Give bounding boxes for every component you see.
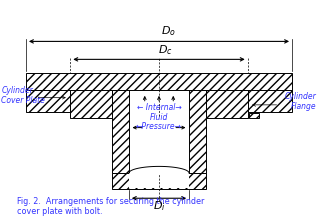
Text: $D_c$: $D_c$ bbox=[158, 43, 173, 57]
Bar bbox=[249, 113, 259, 118]
Text: $D_i$: $D_i$ bbox=[153, 199, 165, 213]
Bar bbox=[112, 90, 129, 173]
Text: ← Internal→: ← Internal→ bbox=[137, 103, 181, 112]
Text: Cylinder
Cover Plate: Cylinder Cover Plate bbox=[1, 86, 45, 105]
Bar bbox=[26, 73, 292, 90]
Bar bbox=[129, 90, 189, 173]
Bar bbox=[206, 90, 248, 118]
Bar bbox=[129, 173, 189, 188]
Bar bbox=[70, 90, 112, 118]
Bar bbox=[112, 173, 206, 189]
Bar bbox=[189, 90, 206, 173]
Bar bbox=[248, 90, 292, 112]
Text: $D_o$: $D_o$ bbox=[161, 24, 176, 38]
Bar bbox=[26, 90, 70, 112]
Text: ←Pressure→: ←Pressure→ bbox=[136, 122, 182, 131]
Text: Fluid: Fluid bbox=[150, 113, 168, 122]
Text: Fig. 2.  Arrangements for securing the cylinder
cover plate with bolt.: Fig. 2. Arrangements for securing the cy… bbox=[17, 197, 204, 216]
Text: Cylinder
Flange: Cylinder Flange bbox=[285, 92, 317, 111]
